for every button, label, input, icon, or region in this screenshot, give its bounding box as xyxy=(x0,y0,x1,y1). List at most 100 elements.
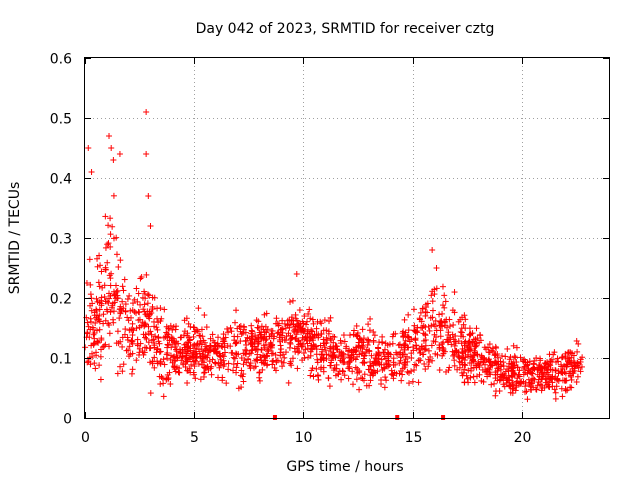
data-point xyxy=(440,339,447,346)
data-point xyxy=(537,357,544,364)
data-point xyxy=(141,290,148,297)
data-point xyxy=(271,364,278,371)
data-point xyxy=(528,370,535,377)
data-point xyxy=(292,311,299,318)
data-point xyxy=(429,298,436,305)
data-point xyxy=(144,300,151,307)
data-point xyxy=(555,370,562,377)
data-point xyxy=(349,368,356,375)
data-point xyxy=(366,382,373,389)
data-point xyxy=(121,331,128,338)
data-point xyxy=(405,327,412,334)
data-point xyxy=(195,305,202,312)
data-point xyxy=(164,350,171,357)
data-point xyxy=(101,343,108,350)
data-point xyxy=(504,345,511,352)
data-point xyxy=(558,369,565,376)
data-point xyxy=(313,346,320,353)
data-point xyxy=(521,389,528,396)
data-point xyxy=(346,347,353,354)
data-point xyxy=(279,363,286,370)
data-point xyxy=(346,365,353,372)
data-point xyxy=(143,335,150,342)
data-point xyxy=(243,347,250,354)
data-point xyxy=(238,384,245,391)
data-point xyxy=(295,337,302,344)
data-point xyxy=(421,360,428,367)
data-point xyxy=(574,373,581,380)
data-point xyxy=(85,145,92,151)
data-point xyxy=(215,334,222,341)
data-point xyxy=(259,366,266,373)
data-point xyxy=(126,292,133,299)
data-point xyxy=(123,347,130,354)
data-point xyxy=(378,338,385,345)
data-point xyxy=(119,368,126,375)
data-point xyxy=(530,375,537,382)
data-point xyxy=(216,350,223,357)
data-point xyxy=(478,358,485,365)
data-point xyxy=(352,348,359,355)
data-point xyxy=(566,357,573,364)
data-point xyxy=(111,299,118,306)
data-point xyxy=(340,368,347,375)
data-point xyxy=(308,346,315,353)
data-point xyxy=(94,263,101,270)
data-point xyxy=(554,376,561,383)
data-point xyxy=(429,357,436,364)
data-point xyxy=(165,376,172,383)
data-point xyxy=(98,335,105,342)
data-point xyxy=(262,337,269,344)
data-point xyxy=(399,371,406,378)
data-point xyxy=(380,349,387,356)
data-point xyxy=(88,169,95,175)
data-point xyxy=(509,379,516,386)
data-point xyxy=(577,368,584,375)
data-point xyxy=(509,367,516,374)
data-point xyxy=(472,362,479,369)
data-point xyxy=(462,325,469,332)
data-point xyxy=(433,285,440,292)
data-point xyxy=(307,372,314,379)
data-point xyxy=(451,309,458,316)
data-point xyxy=(401,332,408,339)
data-point xyxy=(116,151,123,157)
data-point xyxy=(547,358,554,365)
data-point xyxy=(200,348,207,355)
data-point xyxy=(229,349,236,356)
data-point xyxy=(422,324,429,331)
data-point xyxy=(184,344,191,351)
data-point xyxy=(96,283,103,290)
data-point xyxy=(153,324,160,331)
data-point xyxy=(415,357,422,364)
data-point xyxy=(313,325,320,332)
data-point xyxy=(465,353,472,360)
data-point xyxy=(261,311,268,318)
data-point xyxy=(82,344,89,351)
data-point xyxy=(143,109,150,115)
data-point xyxy=(396,341,403,348)
data-point xyxy=(563,361,570,368)
data-point xyxy=(459,355,466,362)
data-point xyxy=(469,330,476,337)
data-point xyxy=(274,357,281,364)
data-point xyxy=(113,340,120,347)
data-point xyxy=(90,326,97,333)
data-point xyxy=(91,335,98,342)
data-point xyxy=(115,263,122,270)
data-point xyxy=(285,379,292,386)
data-point xyxy=(121,276,128,283)
data-point xyxy=(420,337,427,344)
data-point xyxy=(352,364,359,371)
data-point xyxy=(204,345,211,352)
data-point xyxy=(545,371,552,378)
data-point xyxy=(404,344,411,351)
data-point xyxy=(406,380,413,387)
x-tick-label: 5 xyxy=(190,430,199,446)
data-point xyxy=(381,346,388,353)
data-point xyxy=(145,193,152,199)
data-point xyxy=(449,348,456,355)
data-point xyxy=(385,350,392,357)
data-point xyxy=(426,327,433,334)
data-point xyxy=(151,340,158,347)
